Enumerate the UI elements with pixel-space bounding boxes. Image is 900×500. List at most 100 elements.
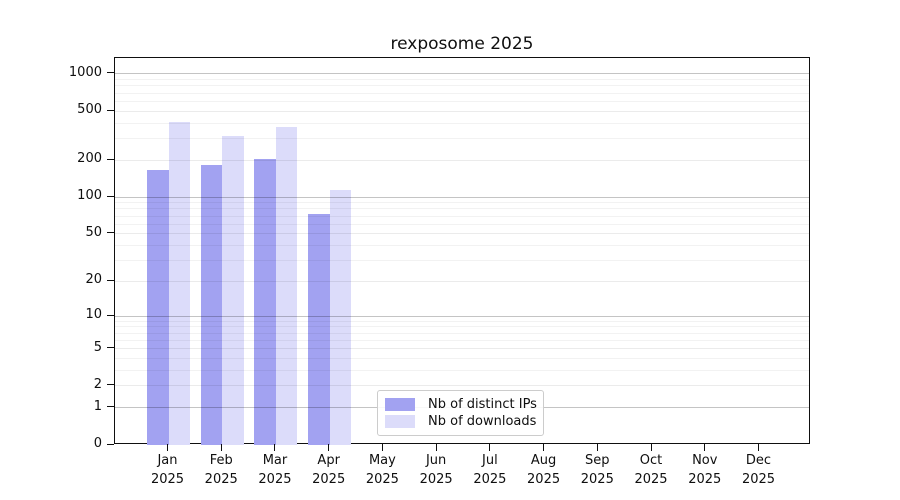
x-tick-label-year: 2025 <box>634 472 668 487</box>
legend-label-distinct-ips: Nb of distinct IPs <box>428 397 537 412</box>
x-tick-label: Dec 2025 <box>730 451 786 489</box>
gridline-major <box>115 196 809 198</box>
gridline-minor <box>115 122 809 124</box>
x-tick-mark <box>543 444 545 451</box>
plot-area <box>114 57 810 445</box>
gridline-minor <box>115 208 809 210</box>
gridline-minor <box>115 320 809 322</box>
y-tick-mark <box>107 72 114 74</box>
downloads-swatch-icon <box>385 415 415 428</box>
x-tick-label: Jul 2025 <box>462 451 518 489</box>
x-tick-label-year: 2025 <box>580 472 614 487</box>
x-tick-label-year: 2025 <box>419 472 453 487</box>
x-tick-label: Mar 2025 <box>247 451 303 489</box>
x-tick-mark <box>274 444 276 451</box>
x-tick-label-month: Aug <box>530 453 557 468</box>
gridline-minor <box>115 92 809 94</box>
bars-layer <box>115 58 809 445</box>
x-tick-label: Oct 2025 <box>623 451 679 489</box>
distinct-ips-swatch-icon <box>385 398 415 411</box>
x-tick-label: Jan 2025 <box>140 451 196 489</box>
gridline-labeled <box>115 233 809 235</box>
x-tick-mark <box>381 444 383 451</box>
chart-title: rexposome 2025 <box>390 34 534 54</box>
x-tick-mark <box>704 444 706 451</box>
x-tick-mark <box>220 444 222 451</box>
x-tick-label: Apr 2025 <box>301 451 357 489</box>
y-tick-mark <box>107 109 114 111</box>
x-tick-label-month: Apr <box>317 453 340 468</box>
legend-item-distinct-ips: Nb of distinct IPs <box>385 397 537 412</box>
x-tick-label-month: Mar <box>262 453 288 468</box>
gridline-minor <box>115 79 809 81</box>
y-tick-label: 0 <box>93 436 102 451</box>
x-tick-mark <box>489 444 491 451</box>
gridline-labeled <box>115 110 809 112</box>
x-tick-label: Sep 2025 <box>569 451 625 489</box>
x-tick-label-year: 2025 <box>204 472 238 487</box>
y-tick-label: 1000 <box>68 64 102 80</box>
y-tick-mark <box>107 347 114 349</box>
x-tick-label: May 2025 <box>354 451 410 489</box>
y-tick-label: 5 <box>93 339 102 355</box>
gridline-minor <box>115 326 809 328</box>
x-tick-label-month: Sep <box>585 453 610 468</box>
x-tick-label-year: 2025 <box>312 472 346 487</box>
x-tick-label-year: 2025 <box>688 472 722 487</box>
grid-layer <box>115 58 809 443</box>
y-tick-mark <box>107 279 114 281</box>
x-tick-label: Feb 2025 <box>193 451 249 489</box>
x-tick-label: Nov 2025 <box>677 451 733 489</box>
y-tick-label: 20 <box>85 272 102 288</box>
gridline-labeled <box>115 159 809 161</box>
x-tick-mark <box>435 444 437 451</box>
x-tick-label-month: Jun <box>425 453 447 468</box>
x-tick-mark <box>757 444 759 451</box>
gridline-labeled <box>115 280 809 282</box>
bar-downloads-feb <box>222 135 244 445</box>
y-tick-mark <box>107 384 114 386</box>
y-tick-label: 500 <box>77 102 102 118</box>
bar-distinct-ips-feb <box>200 164 223 445</box>
x-tick-mark <box>596 444 598 451</box>
x-tick-label-month: Feb <box>209 453 233 468</box>
bar-downloads-mar <box>275 127 298 445</box>
x-tick-label-year: 2025 <box>258 472 292 487</box>
y-tick-label: 2 <box>93 376 102 392</box>
x-tick-label-year: 2025 <box>150 472 185 487</box>
x-tick-label-year: 2025 <box>473 472 507 487</box>
gridline-minor <box>115 260 809 262</box>
x-tick-label-month: Nov <box>692 453 718 468</box>
legend-item-downloads: Nb of downloads <box>385 414 536 429</box>
x-tick-mark <box>167 444 168 451</box>
bar-distinct-ips-jan <box>147 170 169 445</box>
gridline-minor <box>115 223 809 225</box>
x-tick-label-year: 2025 <box>741 472 776 487</box>
gridline-minor <box>115 215 809 217</box>
x-tick-label-month: May <box>368 453 396 468</box>
x-tick-label-month: Jan <box>157 453 178 468</box>
x-tick-label-month: Dec <box>745 453 772 468</box>
bar-downloads-apr <box>329 190 352 445</box>
y-tick-mark <box>107 232 114 234</box>
x-tick-label-month: Oct <box>639 453 663 468</box>
gridline-minor <box>115 245 809 247</box>
y-tick-mark <box>107 314 114 316</box>
gridline-labeled <box>115 385 809 387</box>
x-tick-label-year: 2025 <box>527 472 561 487</box>
legend: Nb of distinct IPs Nb of downloads <box>377 390 544 436</box>
y-tick-mark <box>107 443 114 445</box>
gridline-minor <box>115 370 809 372</box>
y-tick-label: 50 <box>85 224 102 240</box>
x-tick-label: Jun 2025 <box>408 451 464 489</box>
x-tick-label-year: 2025 <box>365 472 399 487</box>
y-tick-label: 200 <box>77 151 102 167</box>
y-tick-label: 10 <box>85 307 102 323</box>
gridline-major <box>115 73 809 75</box>
x-tick-label-month: Jul <box>482 453 498 468</box>
gridline-minor <box>115 100 809 102</box>
y-tick-label: 1 <box>93 398 102 414</box>
x-tick-mark <box>650 444 652 451</box>
gridline-labeled <box>115 348 809 350</box>
